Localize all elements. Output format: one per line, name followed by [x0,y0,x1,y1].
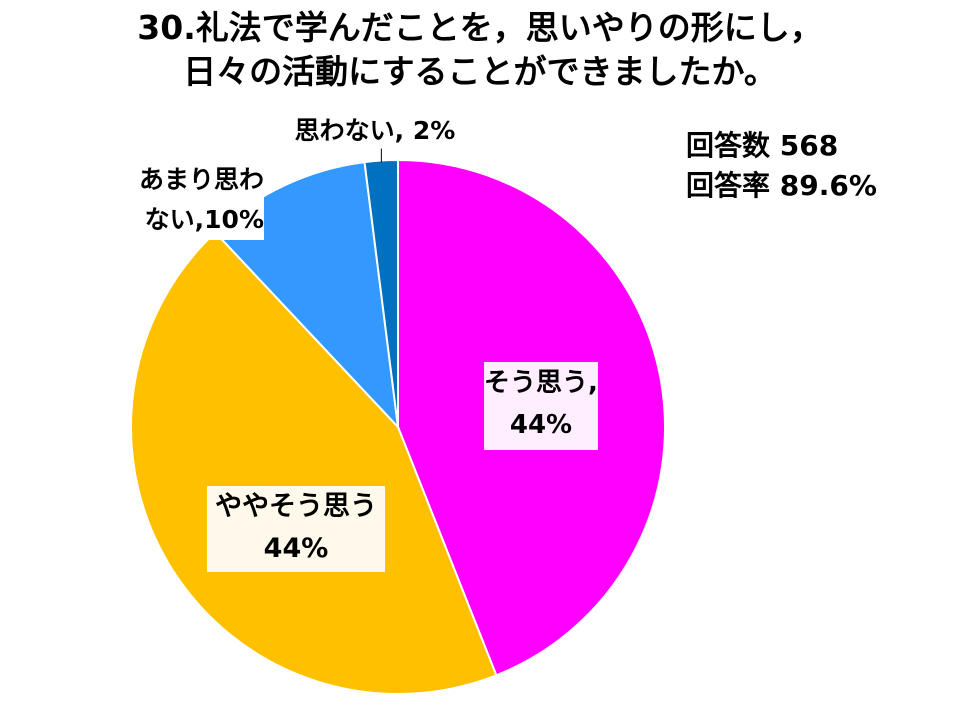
rate-label: 回答率 [686,169,771,202]
slice-label-yaya-sou-omou-line2: 44% [263,533,329,564]
rate-value: 89.6% [779,169,877,202]
responses-row: 回答数 568 [686,126,877,166]
slice-label-sou-omou: そう思う, 44% [484,362,598,450]
slice-label-sou-omou-line1: そう思う, [484,368,598,398]
pie-slice-yaya-sou-omou [130,230,498,695]
chart-title: 30.礼法で学んだことを，思いやりの形にし， 日々の活動にすることができましたか… [0,6,960,94]
slice-label-amari-omowanai-line2: ない,10% [144,205,264,234]
rate-row: 回答率 89.6% [686,166,877,206]
slice-label-omowanai-line1: 思わない, 2% [294,116,456,145]
slice-label-yaya-sou-omou-line1: ややそう思う [215,491,377,522]
slice-label-amari-omowanai-line1: あまり思わ [138,165,264,194]
responses-label: 回答数 [686,129,771,162]
chart-title-line1: 30.礼法で学んだことを，思いやりの形にし， [137,8,823,47]
slice-label-yaya-sou-omou: ややそう思う 44% [207,486,385,572]
responses-value: 568 [779,129,839,162]
chart-title-line2: 日々の活動にすることができましたか。 [183,52,777,91]
slice-label-amari-omowanai: あまり思わ ない,10% [106,160,264,240]
slice-label-omowanai: 思わない, 2% [280,112,470,150]
response-stats: 回答数 568 回答率 89.6% [686,126,877,206]
slice-label-sou-omou-line2: 44% [509,410,573,440]
